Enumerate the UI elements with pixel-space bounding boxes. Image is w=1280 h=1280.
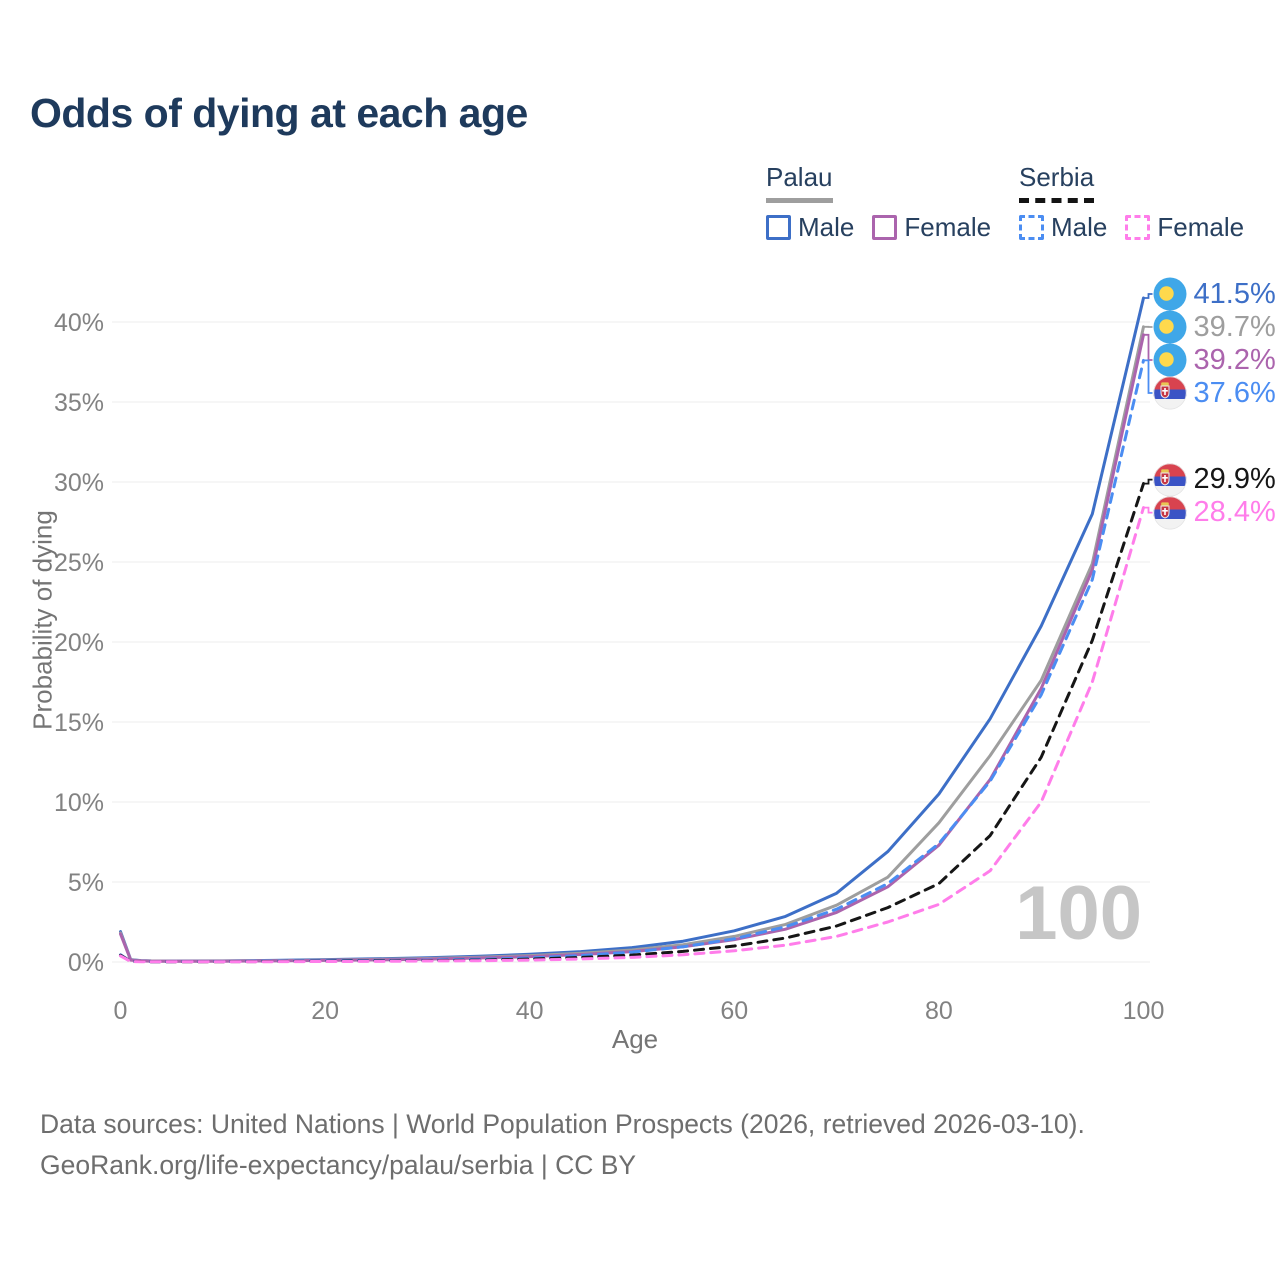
legend-item-palau-male[interactable]: Male (766, 212, 854, 243)
end-label-value: 39.7% (1193, 310, 1276, 343)
y-axis-title: Probability of dying (27, 510, 58, 730)
legend-group-palau: Palau Male Female (766, 162, 991, 243)
end-label-connector (1143, 478, 1153, 485)
legend-country-serbia[interactable]: Serbia (1019, 162, 1095, 203)
serbia-flag-icon (1153, 496, 1186, 530)
legend-item-serbia-male[interactable]: Male (1019, 212, 1107, 243)
palau-flag-icon (1153, 277, 1186, 311)
y-tick-label: 30% (54, 469, 104, 497)
serbia-male-swatch-icon (1019, 215, 1044, 240)
end-label-connector (1143, 506, 1153, 514)
palau-flag-icon (1153, 343, 1186, 377)
y-tick-label: 10% (54, 789, 104, 817)
palau-flag-icon (1153, 310, 1186, 344)
serbia-flag-icon (1153, 376, 1186, 410)
series-line[interactable] (119, 325, 1145, 963)
palau-male-swatch-icon (766, 215, 791, 240)
y-tick-label: 5% (68, 869, 104, 897)
x-tick-label: 40 (516, 997, 544, 1025)
end-label-connector (1143, 293, 1153, 299)
age-watermark: 100 (1015, 871, 1142, 956)
serbia-flag-icon (1153, 463, 1186, 497)
end-label: 41.5% (1153, 277, 1276, 311)
y-tick-label: 35% (54, 389, 104, 417)
series-line[interactable] (119, 506, 1145, 964)
legend-item-serbia-female[interactable]: Female (1125, 212, 1244, 243)
end-label: 37.6% (1153, 376, 1276, 410)
legend-group-serbia: Serbia Male Female (1019, 162, 1244, 243)
series-line[interactable] (119, 296, 1145, 963)
end-label-value: 29.9% (1193, 463, 1276, 496)
end-label-value: 37.6% (1193, 376, 1276, 409)
y-tick-label: 40% (54, 309, 104, 337)
end-label-connector (1143, 359, 1153, 394)
end-label: 39.2% (1153, 343, 1276, 377)
end-label: 29.9% (1153, 463, 1276, 497)
page-title: Odds of dying at each age (30, 90, 528, 136)
end-label: 28.4% (1153, 496, 1276, 530)
series-line[interactable] (119, 333, 1145, 963)
y-tick-label: 25% (54, 549, 104, 577)
x-tick-label: 20 (311, 997, 339, 1025)
x-tick-label: 100 (1123, 997, 1165, 1025)
palau-female-swatch-icon (872, 215, 898, 240)
y-tick-label: 0% (68, 949, 104, 977)
x-tick-label: 60 (720, 997, 748, 1025)
x-tick-label: 0 (114, 997, 128, 1025)
footer-line-2: GeoRank.org/life-expectancy/palau/serbia… (40, 1150, 637, 1181)
legend-item-palau-female[interactable]: Female (872, 212, 991, 243)
x-axis-title: Age (611, 1024, 659, 1054)
footer-line-1: Data sources: United Nations | World Pop… (40, 1109, 1085, 1139)
legend-country-palau[interactable]: Palau (766, 162, 833, 203)
y-tick-label: 20% (54, 629, 104, 657)
data-sources-footer: Data sources: United Nations | World Pop… (40, 1104, 1190, 1186)
end-label-connector (1143, 333, 1153, 361)
end-label-value: 41.5% (1193, 277, 1276, 310)
y-tick-label: 15% (54, 709, 104, 737)
end-label: 39.7% (1153, 310, 1276, 344)
end-label-value: 39.2% (1193, 343, 1276, 376)
end-label-value: 28.4% (1193, 496, 1276, 529)
serbia-female-swatch-icon (1125, 215, 1151, 240)
x-tick-label: 80 (925, 997, 953, 1025)
